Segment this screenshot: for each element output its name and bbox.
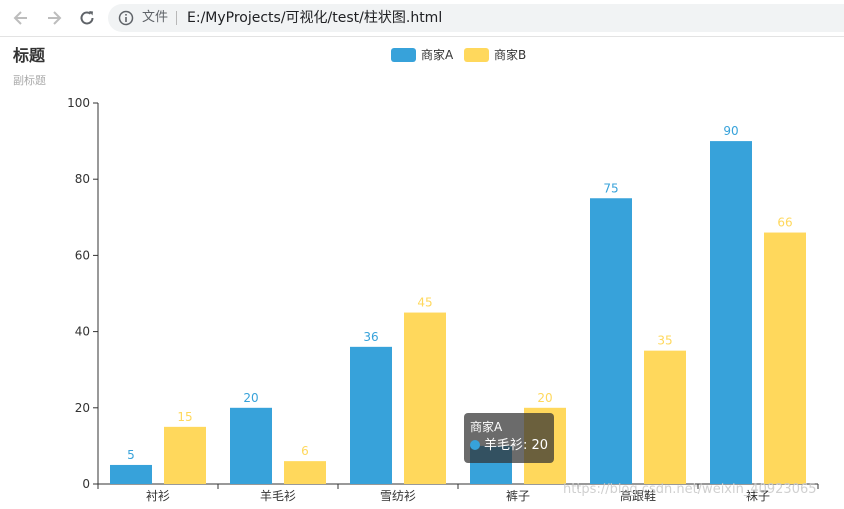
- bar-series-1: [350, 346, 392, 484]
- forward-button[interactable]: [42, 6, 66, 30]
- bar-series-1: [110, 464, 152, 484]
- bar-value-label: 5: [127, 448, 135, 462]
- bar-value-label: 15: [177, 410, 192, 424]
- y-tick-label: 100: [67, 96, 90, 110]
- x-tick-label: 衬衫: [146, 489, 170, 503]
- x-tick-label: 袜子: [746, 489, 770, 503]
- reload-icon: [80, 11, 94, 25]
- bar-series-2: [764, 232, 806, 484]
- legend-swatch-1: [391, 48, 416, 62]
- tooltip-value: 20: [531, 438, 549, 453]
- bar-value-label: 66: [777, 216, 792, 230]
- bar-value-label: 90: [723, 124, 738, 138]
- legend-swatch-2: [464, 48, 489, 62]
- y-tick-label: 80: [75, 172, 90, 186]
- bar-value-label: 75: [603, 181, 618, 195]
- info-icon[interactable]: [118, 10, 134, 26]
- bar-series-1: [230, 407, 272, 484]
- watermark: https://blog.csdn.net/weixin_40923065: [563, 482, 817, 497]
- file-scheme-label: 文件: [142, 10, 169, 25]
- bar-value-label: 35: [657, 334, 672, 348]
- tooltip-separator: :: [523, 438, 532, 453]
- y-tick-label: 0: [82, 477, 90, 491]
- address-separator: [176, 11, 177, 25]
- bar-series-1: [590, 198, 632, 484]
- bar-series-2: [404, 312, 446, 484]
- back-button[interactable]: [9, 6, 33, 30]
- x-tick-label: 雪纺衫: [380, 489, 416, 503]
- tooltip-series-dot: [470, 440, 480, 450]
- bar-value-label: 6: [301, 444, 309, 458]
- chart-title: 标题: [13, 46, 46, 65]
- url-text[interactable]: E:/MyProjects/可视化/test/柱状图.html: [187, 10, 443, 26]
- tooltip-title: 商家A: [470, 420, 503, 434]
- tooltip-category: 羊毛衫: [484, 438, 524, 453]
- y-tick-label: 60: [75, 248, 90, 262]
- forward-arrow-icon: [48, 11, 62, 25]
- bar-value-label: 20: [243, 391, 258, 405]
- y-tick-label: 20: [75, 401, 90, 415]
- reload-button[interactable]: [75, 6, 99, 30]
- bar-series-2: [164, 426, 206, 484]
- browser-toolbar: 文件 E:/MyProjects/可视化/test/柱状图.html: [0, 0, 844, 37]
- bar-value-label: 45: [417, 296, 432, 310]
- tooltip-row: 羊毛衫: 20: [470, 435, 548, 457]
- back-arrow-icon: [13, 11, 27, 25]
- bar-series-2: [644, 350, 686, 484]
- bar-series-2: [284, 461, 326, 484]
- address-bar[interactable]: 文件 E:/MyProjects/可视化/test/柱状图.html: [108, 4, 844, 32]
- y-tick-label: 40: [75, 325, 90, 339]
- x-tick-label: 高跟鞋: [620, 488, 656, 503]
- chart-subtitle: 副标题: [13, 74, 46, 87]
- legend-label-1: 商家A: [421, 47, 454, 62]
- bar-series-1: [710, 141, 752, 484]
- bar-value-label: 20: [537, 391, 552, 405]
- tooltip: 商家A 羊毛衫: 20: [464, 413, 554, 463]
- legend-label-2: 商家B: [494, 47, 526, 62]
- bar-value-label: 36: [363, 330, 378, 344]
- x-tick-label: 羊毛衫: [260, 488, 296, 503]
- x-tick-label: 裤子: [506, 489, 530, 503]
